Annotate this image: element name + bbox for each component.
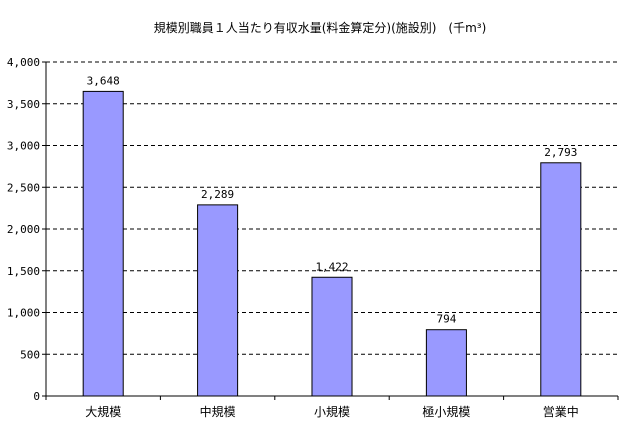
y-tick-label: 2,000 xyxy=(7,223,40,236)
gridlines xyxy=(46,61,618,355)
data-label: 3,648 xyxy=(87,74,120,87)
y-tick-label: 2,500 xyxy=(7,181,40,194)
bar xyxy=(540,162,582,397)
bar xyxy=(425,329,467,397)
x-category-label: 大規模 xyxy=(85,404,121,419)
data-label: 794 xyxy=(436,313,456,326)
data-label: 2,793 xyxy=(544,146,577,159)
y-axis-tick-labels: 0 500 1,000 1,500 2,000 2,500 3,000 3,500 4,000 xyxy=(7,56,40,403)
axes xyxy=(42,61,619,400)
data-labels: 3,648 2,289 1,422 794 2,793 xyxy=(87,74,578,325)
x-axis-category-labels: 大規模 中規模 小規模 極小規模 営業中 xyxy=(85,404,579,419)
y-tick-label: 3,000 xyxy=(7,140,40,153)
y-tick-label: 1,500 xyxy=(7,265,40,278)
bars xyxy=(82,90,582,397)
x-category-label: 営業中 xyxy=(543,404,579,419)
data-label: 2,289 xyxy=(201,188,234,201)
chart-title: 規模別職員１人当たり有収水量(料金算定分)(施設別) (千m³) xyxy=(154,20,487,35)
x-category-label: 中規模 xyxy=(200,404,236,419)
bar xyxy=(311,276,353,397)
y-tick-label: 4,000 xyxy=(7,56,40,69)
y-tick-label: 0 xyxy=(33,390,40,403)
y-tick-label: 1,000 xyxy=(7,307,40,320)
y-tick-label: 500 xyxy=(20,348,40,361)
x-category-label: 小規模 xyxy=(314,404,350,419)
bar xyxy=(197,204,239,397)
y-tick-label: 3,500 xyxy=(7,98,40,111)
x-category-label: 極小規模 xyxy=(422,404,470,419)
bar xyxy=(82,90,124,397)
data-label: 1,422 xyxy=(315,260,348,273)
